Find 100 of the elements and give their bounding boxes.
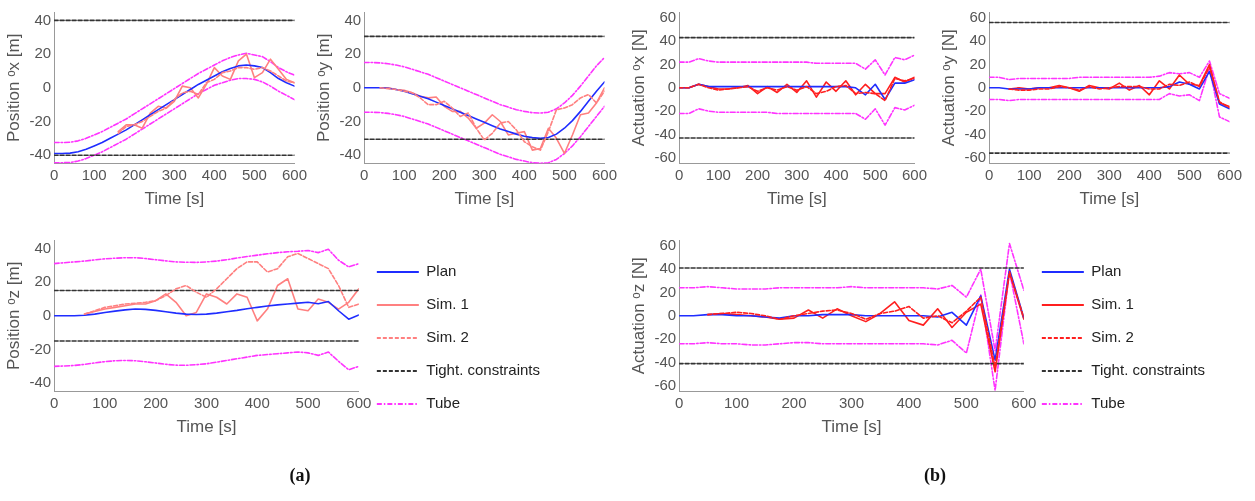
x-tick-label: 600 [346,393,372,411]
line-series [54,351,359,371]
legend-label: Plan [1091,262,1122,280]
y-tick-label: -20 [654,329,677,347]
x-axis-title: Time [s] [821,417,882,437]
x-tick-label: 100 [1016,165,1042,183]
x-tick-label: 500 [241,165,267,183]
y-tick-label: 40 [344,10,362,28]
y-axis-title: Actuation ᵒy [N] [938,29,958,147]
y-tick-label: 60 [659,7,677,25]
x-tick-label: 200 [431,165,457,183]
x-axis-title: Time [s] [454,189,515,209]
x-tick-label: 600 [281,165,307,183]
y-tick-label: 0 [667,305,677,323]
text: (b) [923,465,947,486]
x-axis-title: Time [s] [176,417,237,437]
legend-label: Plan [426,262,457,280]
y-tick-label: -60 [964,147,987,165]
legend-label: Tight. constraints [426,361,541,379]
x-tick-label: 600 [1011,393,1037,411]
y-tick-label: -20 [339,111,362,129]
x-tick-label: 200 [143,393,169,411]
y-tick-label: 20 [34,272,52,290]
legend-label: Tube [1091,394,1125,412]
y-tick-label: 40 [969,31,987,49]
x-tick-label: 400 [511,165,537,183]
x-tick-label: 100 [391,165,417,183]
y-axis-title: Position ᵒx [m] [3,33,23,143]
legend-label: Sim. 1 [1091,295,1134,313]
y-tick-label: -60 [654,147,677,165]
y-tick-label: -40 [339,145,362,163]
y-tick-label: 0 [352,77,362,95]
line-series [989,60,1230,100]
y-axis-title: Position ᵒy [m] [313,33,333,143]
x-tick-label: 600 [1216,165,1242,183]
x-tick-label: 500 [551,165,577,183]
line-series [364,56,605,114]
y-tick-label: 40 [659,259,677,277]
y-axis-title: Position ᵒz [m] [3,261,23,371]
x-tick-label: 400 [201,165,227,183]
x-tick-label: 600 [591,165,617,183]
x-tick-label: 200 [781,393,807,411]
legend-label: Sim. 1 [426,295,469,313]
y-tick-label: -40 [29,373,52,391]
x-tick-label: 200 [121,165,147,183]
y-tick-label: 20 [659,282,677,300]
x-tick-label: 400 [823,165,849,183]
text: (a) [288,465,312,486]
x-tick-label: 500 [953,393,979,411]
y-tick-label: -20 [29,111,52,129]
y-tick-label: 0 [42,305,52,323]
x-tick-label: 300 [161,165,187,183]
y-tick-label: 20 [344,44,362,62]
y-tick-label: 0 [42,77,52,95]
line-series [679,242,1024,352]
x-tick-label: 200 [1056,165,1082,183]
legend-label: Tight. constraints [1091,361,1206,379]
x-axis-title: Time [s] [144,189,205,209]
legend-label: Tube [426,394,460,412]
x-tick-label: 100 [81,165,107,183]
y-tick-label: 40 [659,31,677,49]
y-tick-label: 60 [659,235,677,253]
line-series [54,248,359,268]
x-tick-label: 200 [745,165,771,183]
y-tick-label: -40 [964,124,987,142]
legend-label: Sim. 2 [1091,328,1134,346]
y-tick-label: -40 [654,352,677,370]
x-axis-title: Time [s] [766,189,827,209]
y-tick-label: -40 [29,145,52,163]
x-tick-label: 300 [1096,165,1122,183]
legend-label: Sim. 2 [426,328,469,346]
y-tick-label: 0 [667,77,677,95]
y-tick-label: 0 [977,77,987,95]
y-tick-label: -40 [654,124,677,142]
x-tick-label: 400 [896,393,922,411]
x-tick-label: 100 [92,393,118,411]
line-series [679,104,915,126]
y-tick-label: -20 [964,101,987,119]
x-tick-label: 500 [1176,165,1202,183]
x-tick-label: 300 [193,393,219,411]
y-axis-title: Actuation ᵒx [N] [628,29,648,147]
line-series [679,54,915,76]
y-tick-label: -60 [654,375,677,393]
y-tick-label: 60 [969,7,987,25]
x-tick-label: 500 [295,393,321,411]
y-tick-label: -20 [654,101,677,119]
y-tick-label: 20 [34,44,52,62]
y-tick-label: 40 [34,238,52,256]
y-axis-title: Actuation ᵒz [N] [628,257,648,375]
x-tick-label: 300 [838,393,864,411]
y-tick-label: 20 [659,54,677,72]
y-tick-label: -20 [29,339,52,357]
x-tick-label: 500 [862,165,888,183]
x-tick-label: 400 [244,393,270,411]
y-tick-label: 20 [969,54,987,72]
x-tick-label: 100 [724,393,750,411]
x-tick-label: 300 [784,165,810,183]
line-series [989,67,1230,123]
y-tick-label: 40 [34,10,52,28]
x-tick-label: 600 [901,165,927,183]
